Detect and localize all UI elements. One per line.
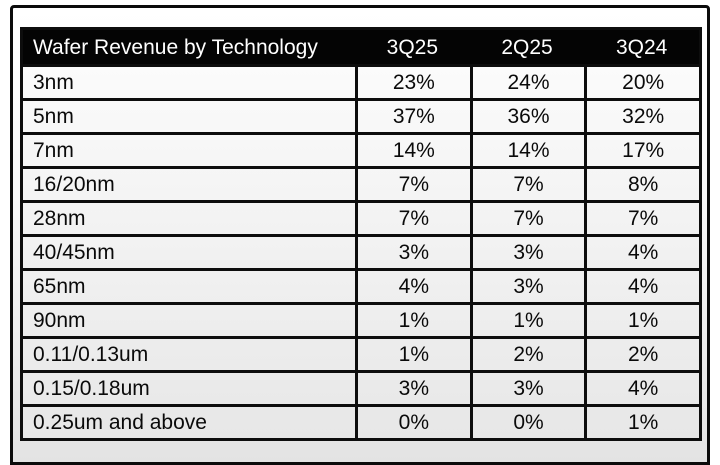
row-value: 3% (469, 373, 585, 404)
row-value: 3% (469, 237, 585, 268)
row-value: 1% (584, 407, 699, 438)
table-row: 0.11/0.13um 1% 2% 2% (23, 336, 699, 370)
row-label: 3nm (33, 71, 74, 94)
table-row: 0.15/0.18um 3% 3% 4% (23, 370, 699, 404)
row-label: 0.15/0.18um (33, 377, 150, 400)
row-label: 5nm (33, 105, 74, 128)
wafer-revenue-table: Wafer Revenue by Technology 3Q25 2Q25 3Q… (20, 27, 702, 441)
row-value: 7% (355, 169, 470, 200)
table-title: Wafer Revenue by Technology (33, 35, 318, 59)
row-value: 7% (469, 203, 585, 234)
row-value: 17% (584, 135, 699, 166)
table-row: 16/20nm 7% 7% 8% (23, 166, 699, 200)
row-value: 14% (469, 135, 585, 166)
column-header-3q25: 3Q25 (386, 35, 439, 59)
table-row: 0.25um and above 0% 0% 1% (23, 404, 699, 438)
row-label: 0.11/0.13um (33, 343, 149, 366)
row-label: 90nm (33, 309, 86, 332)
table-row: 90nm 1% 1% 1% (23, 302, 699, 336)
row-value: 0% (355, 407, 470, 438)
row-value: 7% (584, 203, 699, 234)
row-value: 7% (355, 203, 470, 234)
row-label: 65nm (33, 275, 86, 298)
table-row: 7nm 14% 14% 17% (23, 132, 699, 166)
row-label: 0.25um and above (33, 411, 207, 434)
table-row: 3nm 23% 24% 20% (23, 64, 699, 98)
row-label: 7nm (33, 139, 74, 162)
slide-frame: Wafer Revenue by Technology 3Q25 2Q25 3Q… (10, 5, 710, 465)
row-value: 4% (355, 271, 470, 302)
row-value: 8% (584, 169, 699, 200)
column-header-3q24: 3Q24 (615, 35, 668, 59)
row-value: 4% (584, 237, 699, 268)
row-value: 7% (469, 169, 585, 200)
row-value: 3% (355, 237, 470, 268)
row-value: 1% (355, 339, 470, 370)
table-row: 5nm 37% 36% 32% (23, 98, 699, 132)
row-value: 0% (469, 407, 585, 438)
row-value: 4% (584, 271, 699, 302)
row-value: 1% (469, 305, 585, 336)
row-value: 23% (355, 67, 470, 98)
row-value: 2% (584, 339, 699, 370)
row-value: 32% (584, 101, 699, 132)
row-value: 37% (355, 101, 470, 132)
row-value: 14% (355, 135, 470, 166)
row-label: 40/45nm (33, 241, 115, 264)
table-row: 28nm 7% 7% 7% (23, 200, 699, 234)
row-value: 3% (469, 271, 585, 302)
row-label: 16/20nm (33, 173, 115, 196)
table-row: 65nm 4% 3% 4% (23, 268, 699, 302)
row-value: 24% (469, 67, 585, 98)
row-value: 4% (584, 373, 699, 404)
row-value: 3% (355, 373, 470, 404)
table-row: 40/45nm 3% 3% 4% (23, 234, 699, 268)
table-header-row: Wafer Revenue by Technology 3Q25 2Q25 3Q… (23, 30, 699, 64)
column-header-2q25: 2Q25 (501, 35, 553, 59)
row-value: 2% (469, 339, 585, 370)
row-value: 1% (355, 305, 470, 336)
row-label: 28nm (33, 207, 86, 230)
row-value: 20% (584, 67, 699, 98)
row-value: 36% (469, 101, 585, 132)
row-value: 1% (584, 305, 699, 336)
